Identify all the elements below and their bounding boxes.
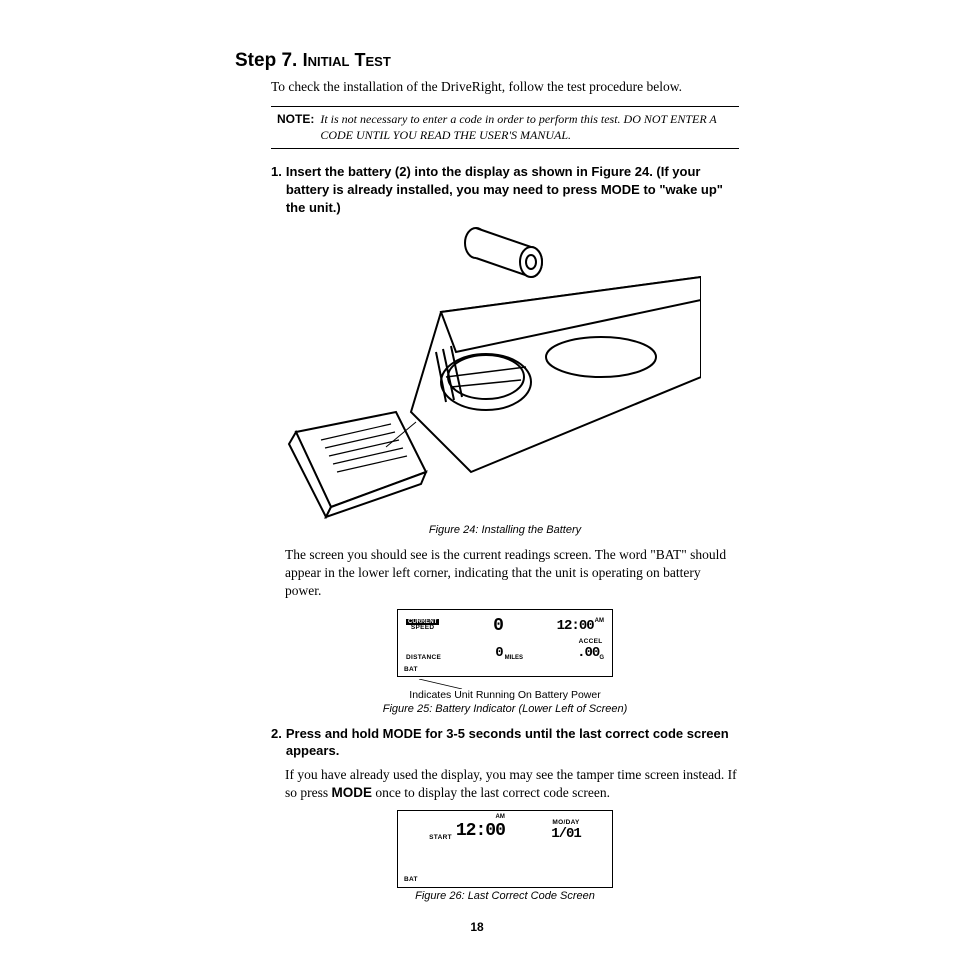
intro-paragraph: To check the installation of the DriveRi… (271, 78, 739, 96)
figure-26-block: START AM 12:00 MO/DAY 1/01 BAT Figure 26… (271, 810, 739, 902)
fig25-indicator-note: Indicates Unit Running On Battery Power (271, 689, 739, 701)
step-2-bold: Press and hold MODE for 3-5 seconds unti… (286, 725, 739, 760)
lcd-screen-2: START AM 12:00 MO/DAY 1/01 BAT (397, 810, 613, 888)
step-2: 2. Press and hold MODE for 3-5 seconds u… (271, 725, 739, 760)
lcd1-g: G (599, 655, 604, 661)
step-1: 1. Insert the battery (2) into the displ… (271, 163, 739, 216)
figure-26-caption: Figure 26: Last Correct Code Screen (271, 890, 739, 902)
step-1-num: 1. (271, 163, 282, 216)
note-box: NOTE: It is not necessary to enter a cod… (271, 106, 739, 149)
lcd1-speed-label: SPEED (406, 625, 439, 632)
lcd2-date: 1/01 (551, 826, 581, 842)
step-1-text: Insert the battery (2) into the display … (286, 163, 739, 216)
note-label: NOTE: (277, 112, 314, 143)
step-2-mode: MODE (332, 785, 373, 800)
note-text: It is not necessary to enter a code in o… (320, 112, 733, 143)
step-heading: Step 7. Initial Test (235, 50, 739, 72)
lcd1-dist-value: 0 (495, 645, 502, 661)
lcd2-start: START (429, 834, 452, 841)
figure-24-caption: Figure 24: Installing the Battery (271, 524, 739, 536)
lcd1-accel-label: ACCEL (577, 638, 604, 645)
figure-25-caption: Figure 25: Battery Indicator (Lower Left… (271, 703, 739, 715)
lcd2-bat: BAT (404, 876, 418, 883)
svg-text:+: + (481, 233, 488, 247)
lcd1-miles: MILES (505, 655, 523, 661)
step-2-num: 2. (271, 725, 282, 760)
lcd1-speed-value: 0 (493, 616, 503, 636)
lcd2-am: AM (496, 814, 505, 820)
lcd-screen-1: CURRENT SPEED 0 12:00 AM DISTANCE 0 MILE… (397, 609, 613, 677)
lcd2-moday: MO/DAY (551, 819, 581, 826)
step-2-body: If you have already used the display, yo… (285, 766, 739, 802)
step-2-body-b: once to display the last correct code sc… (372, 785, 610, 800)
figure-24-illustration: + − (271, 222, 701, 522)
lcd1-accel-value: .00 (577, 645, 599, 661)
lcd1-distance-label: DISTANCE (406, 654, 441, 661)
page-number: 18 (0, 920, 954, 934)
lcd2-time: 12:00 (456, 821, 505, 841)
figure-25-block: CURRENT SPEED 0 12:00 AM DISTANCE 0 MILE… (271, 609, 739, 715)
lcd1-time: 12:00 (557, 618, 594, 634)
step-title: Initial Test (303, 50, 391, 70)
svg-text:−: − (507, 246, 514, 260)
lcd1-bat: BAT (404, 666, 418, 673)
step-number: Step 7. (235, 50, 297, 71)
after-fig24-text: The screen you should see is the current… (285, 546, 739, 601)
lcd1-am: AM (595, 618, 604, 624)
